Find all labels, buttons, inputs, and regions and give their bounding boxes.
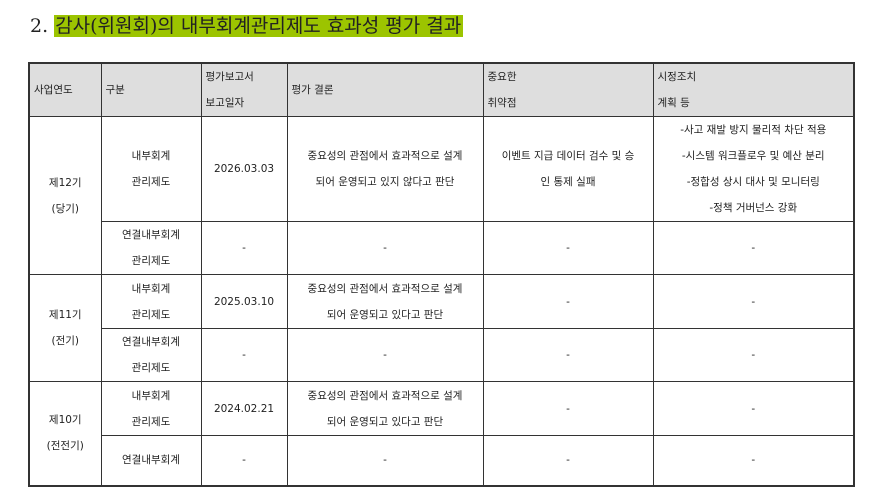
type-cell: 연결내부회계 관리제도 xyxy=(100,221,202,275)
header-weakness: 중요한 취약점 xyxy=(482,62,654,117)
section-title: 2. 감사(위원회)의 내부회계관리제도 효과성 평가 결과 xyxy=(30,12,464,40)
conclusion-cell: 중요성의 관점에서 효과적으로 설계 되어 운영되고 있지 않다고 판단 xyxy=(286,116,484,222)
year-cell: 제12기 (당기) xyxy=(28,116,102,275)
weakness-cell: - xyxy=(482,435,654,486)
corrective-cell: - xyxy=(652,435,855,486)
report-date-cell: - xyxy=(200,328,288,382)
type-cell: 내부회계 관리제도 xyxy=(100,381,202,436)
table-row: 제11기 (전기) 내부회계 관리제도 2025.03.10 중요성의 관점에서 효과적으… xyxy=(28,274,855,382)
type-cell: 연결내부회계 관리제도 xyxy=(100,328,202,382)
conclusion-cell: - xyxy=(286,221,484,275)
report-date-cell: 2025.03.10 xyxy=(200,274,288,329)
conclusion-cell: 중요성의 관점에서 효과적으로 설계 되어 운영되고 있다고 판단 xyxy=(286,274,484,329)
weakness-cell: - xyxy=(482,381,654,436)
weakness-cell: - xyxy=(482,274,654,329)
type-cell: 내부회계 관리제도 xyxy=(100,116,202,222)
table-row: 연결내부회계 관리제도 - - - - xyxy=(29,221,855,275)
header-row: 사업연도 구분 평가보고서 보고일자 평가 결론 중요한 취약점 시정조치 계획 등 xyxy=(28,62,855,117)
table-row: 제12기 (당기) 내부회계 관리제도 2026.03.03 중요성의 관점에서 효과적으… xyxy=(28,116,855,275)
corrective-cell: -사고 재발 방지 물리적 차단 적용 -시스템 워크플로우 및 예산 분리 -정합… xyxy=(652,116,855,222)
section-title-text: 감사(위원회)의 내부회계관리제도 효과성 평가 결과 xyxy=(54,15,464,37)
corrective-cell: - xyxy=(652,328,855,382)
year-cell: 제11기 (전기) xyxy=(28,274,102,382)
type-cell: 내부회계 관리제도 xyxy=(100,274,202,329)
header-report-date: 평가보고서 보고일자 xyxy=(200,62,288,117)
header-corrective: 시정조치 계획 등 xyxy=(652,62,855,117)
report-date-cell: 2024.02.21 xyxy=(200,381,288,436)
year-cell: 제10기 (전전기) xyxy=(28,381,102,486)
weakness-cell: - xyxy=(482,328,654,382)
report-date-cell: - xyxy=(200,435,288,486)
report-date-cell: - xyxy=(200,221,288,275)
conclusion-cell: - xyxy=(286,435,484,486)
evaluation-table: 사업연도 구분 평가보고서 보고일자 평가 결론 중요한 취약점 시정조치 계획 등 … xyxy=(28,62,855,487)
header-type: 구분 xyxy=(100,62,202,117)
corrective-cell: - xyxy=(652,381,855,436)
corrective-cell: - xyxy=(652,221,855,275)
weakness-cell: - xyxy=(482,221,654,275)
corrective-cell: - xyxy=(652,274,855,329)
table-row: 제10기 (전전기) 내부회계 관리제도 2024.02.21 중요성의 관점에서 효과적… xyxy=(28,381,855,486)
type-cell: 연결내부회계 xyxy=(100,435,202,486)
conclusion-cell: - xyxy=(286,328,484,382)
header-conclusion: 평가 결론 xyxy=(286,62,484,117)
table-row: 연결내부회계 관리제도 - - - - xyxy=(29,328,855,382)
section-number: 2. xyxy=(30,15,49,37)
table-row: 연결내부회계 - - - - xyxy=(29,435,855,486)
report-date-cell: 2026.03.03 xyxy=(200,116,288,222)
header-year: 사업연도 xyxy=(28,62,102,117)
conclusion-cell: 중요성의 관점에서 효과적으로 설계 되어 운영되고 있다고 판단 xyxy=(286,381,484,436)
